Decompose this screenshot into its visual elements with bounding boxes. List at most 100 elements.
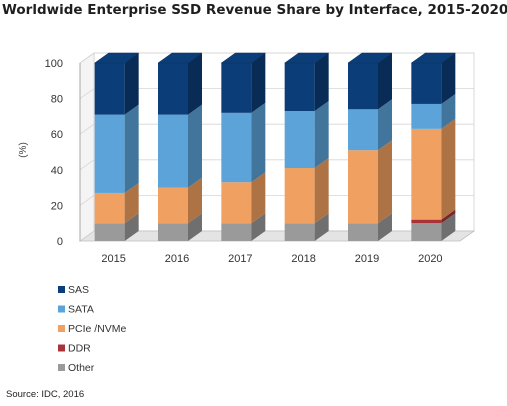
bar-front (158, 223, 188, 241)
bar-front (411, 219, 442, 224)
bar-side (124, 182, 139, 224)
legend-item-sas: SAS (58, 284, 89, 296)
legend-swatch (58, 305, 65, 313)
bar-segment-other-2016 (158, 213, 202, 241)
bar-front (158, 114, 188, 188)
bar-side (441, 118, 456, 220)
x-tick-label: 2020 (418, 253, 442, 265)
bar-front (348, 63, 378, 110)
gridline (79, 88, 474, 99)
bar-side (251, 213, 266, 241)
bar-segment-other-2017 (221, 213, 266, 241)
bar-top (283, 52, 330, 64)
bar-side (188, 104, 202, 188)
bar-segment-sata-2016 (158, 104, 202, 188)
bar-segment-other-2015 (94, 213, 139, 241)
bar-front (411, 103, 442, 129)
bar-top (347, 52, 393, 64)
bar-side (441, 53, 456, 104)
bar-top (157, 52, 203, 64)
bar-segment-pcie-nvme-2018 (284, 158, 329, 224)
bar-segment-other-2018 (284, 213, 329, 241)
bar-segment-sas-2017 (220, 52, 267, 113)
legend-label: Other (68, 362, 95, 374)
bar-top (220, 52, 267, 64)
y-tick-label: 60 (51, 129, 63, 141)
bar-side (378, 140, 392, 224)
y-tick-label: 80 (51, 94, 63, 106)
bar-segment-other-2020 (411, 213, 456, 241)
bar-front (158, 63, 188, 115)
bar-segment-sas-2016 (157, 52, 203, 115)
bar-segment-other-2019 (348, 213, 392, 241)
bar-segment-pcie-nvme-2016 (158, 177, 202, 224)
legend-item-other: Other (58, 362, 95, 374)
bar-side (378, 53, 392, 110)
bar-front (348, 109, 378, 151)
legend-swatch (58, 364, 65, 371)
bar-front (284, 168, 315, 224)
gridline (79, 123, 474, 135)
bar-side (124, 53, 139, 115)
bar-front (284, 111, 315, 169)
bar-segment-sata-2017 (221, 102, 266, 183)
legend-swatch (58, 344, 65, 352)
legend-swatch (58, 286, 65, 293)
bar-segment-pcie-nvme-2019 (348, 140, 392, 224)
bar-segment-sata-2015 (94, 104, 139, 193)
bar-side (314, 101, 329, 169)
bar-front (221, 223, 252, 241)
bar-front (411, 128, 442, 220)
bar-front (348, 150, 378, 224)
bar-front (348, 223, 378, 241)
bar-front (94, 63, 125, 115)
bar-segment-ddr-2020 (411, 209, 456, 224)
bar-segment-sata-2018 (284, 101, 329, 169)
bar-side (441, 209, 456, 224)
bar-front (284, 63, 315, 112)
legend-item-ddr: DDR (58, 343, 91, 355)
legend-label: DDR (68, 343, 91, 355)
legend-label: SAS (68, 284, 89, 296)
x-tick-label: 2016 (165, 253, 189, 265)
x-tick-label: 2017 (228, 253, 252, 265)
y-tick-label: 100 (45, 58, 63, 70)
bar-segment-pcie-nvme-2015 (94, 182, 139, 224)
bar-side (378, 99, 392, 151)
legend-item-sata: SATA (58, 304, 94, 316)
legend-swatch (58, 325, 65, 332)
legend-label: SATA (68, 304, 94, 316)
bar-top (410, 52, 457, 64)
bar-side (124, 104, 139, 193)
bar-side (314, 158, 329, 224)
y-tick-label: 40 (51, 165, 63, 177)
bar-segment-sas-2015 (93, 52, 140, 115)
bar-segment-sata-2019 (348, 99, 392, 151)
bar-side (314, 213, 329, 241)
bar-side (251, 102, 266, 183)
bar-side (124, 213, 139, 241)
bar-segment-sas-2018 (283, 52, 330, 112)
legend-label: PCIe /NVMe (68, 323, 127, 335)
bar-front (411, 63, 442, 104)
bar-front (411, 223, 442, 241)
bar-segment-sas-2020 (410, 52, 457, 104)
y-tick-label: 20 (51, 200, 63, 212)
gridline (79, 194, 474, 206)
gridline (79, 52, 474, 64)
x-tick-label: 2015 (101, 253, 125, 265)
chart-title: Worldwide Enterprise SSD Revenue Share b… (2, 2, 507, 18)
x-tick-label: 2019 (355, 253, 379, 265)
bar-segment-sata-2020 (411, 93, 456, 129)
bar-side (188, 177, 202, 224)
back-wall (93, 52, 475, 232)
bar-front (221, 182, 252, 224)
bar-side (378, 213, 392, 241)
y-axis-label: (%) (18, 142, 29, 158)
bar-side (251, 172, 266, 224)
bar-top (93, 52, 140, 64)
bar-side (188, 213, 202, 241)
bar-front (94, 223, 125, 241)
bar-front (284, 223, 315, 241)
